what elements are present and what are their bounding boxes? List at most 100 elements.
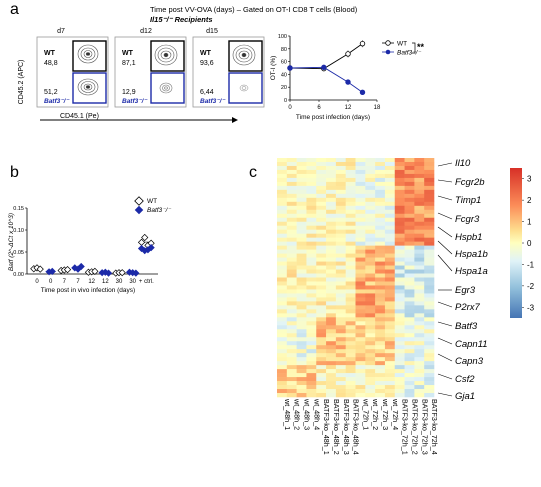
- legend-wt-marker: [385, 40, 391, 46]
- heatmap-cell: [286, 321, 297, 326]
- heatmap-cell: [414, 261, 425, 266]
- heatmap-cell: [414, 241, 425, 246]
- heatmap-cell: [384, 269, 396, 274]
- series-line: [289, 66, 363, 93]
- heatmap-cell: [286, 273, 297, 278]
- heatmap-cell: [394, 325, 405, 330]
- heatmap-cell: [355, 181, 366, 187]
- heatmap-cell: [424, 393, 435, 398]
- heatmap-cell: [345, 333, 356, 338]
- heatmap-cell: [404, 265, 415, 270]
- heatmap-cell: [316, 281, 327, 286]
- heatmap-cell: [316, 289, 327, 294]
- heatmap-cell: [296, 221, 307, 227]
- heatmap-cell: [286, 389, 297, 394]
- heatmap-cell: [335, 221, 346, 227]
- heatmap-cell: [326, 337, 337, 342]
- heatmap-cell: [316, 325, 327, 330]
- heatmap-cell: [404, 365, 415, 370]
- heatmap-cell: [404, 369, 415, 374]
- heatmap-cell: [306, 177, 317, 183]
- heatmap-cell: [355, 277, 366, 282]
- heatmap-cell: [306, 369, 317, 374]
- heatmap-cell: [365, 281, 376, 286]
- heatmap-cell: [277, 281, 288, 286]
- heatmap-cell: [296, 353, 307, 358]
- heatmap-cell: [365, 229, 376, 234]
- heatmap-cell: [414, 341, 425, 346]
- heatmap-cell: [414, 225, 425, 230]
- wt-gate: [150, 40, 185, 72]
- heatmap-cell: [424, 369, 435, 374]
- panel-b-label: b: [10, 164, 19, 181]
- heatmap-cell: [345, 337, 356, 342]
- heatmap-cell: [384, 389, 396, 394]
- heatmap-cell: [326, 313, 337, 318]
- heatmap-cell: [316, 201, 327, 207]
- heatmap-cell: [424, 365, 435, 370]
- heatmap-cell: [286, 229, 297, 234]
- heatmap-cell: [306, 353, 317, 358]
- heatmap-cell: [316, 333, 327, 338]
- heatmap-cell: [375, 261, 386, 266]
- heatmap-cell: [296, 209, 307, 215]
- gene-connector: [437, 301, 453, 308]
- heatmap-cell: [384, 177, 396, 183]
- heatmap-cell: [404, 381, 415, 386]
- heatmap-cell: [414, 373, 425, 378]
- heatmap-cell: [394, 193, 405, 199]
- heatmap-cell: [424, 341, 435, 346]
- heatmap-cell: [326, 297, 337, 302]
- heatmap-cell: [277, 289, 288, 294]
- heatmap-cell: [384, 237, 396, 242]
- heatmap-cell: [375, 361, 386, 366]
- heatmap-cell: [296, 277, 307, 282]
- heatmap-cell: [424, 261, 435, 266]
- heatmap-cell: [277, 381, 288, 386]
- significance-label: **: [417, 42, 425, 52]
- heatmap-cell: [335, 277, 346, 282]
- heatmap-cell: [414, 237, 425, 242]
- heatmap-cell: [355, 205, 366, 211]
- heatmap-cell: [404, 161, 415, 167]
- heatmap-cell: [316, 381, 327, 386]
- heatmap-cell: [296, 313, 307, 318]
- heatmap-cell: [345, 317, 356, 322]
- heatmap-cell: [394, 237, 405, 242]
- heatmap-cell: [316, 209, 327, 215]
- heatmap-cell: [306, 333, 317, 338]
- gene-label: Hspa1a: [455, 266, 488, 277]
- heatmap-cell: [424, 289, 435, 294]
- y-tick-label: 60: [281, 60, 287, 66]
- heatmap-cell: [394, 261, 405, 266]
- heatmap-cell: [306, 237, 317, 242]
- heatmap-cell: [414, 365, 425, 370]
- heatmap-cell: [286, 373, 297, 378]
- heatmap-cell: [404, 341, 415, 346]
- heatmap-cell: [286, 213, 297, 219]
- heatmap-cell: [384, 161, 396, 167]
- heatmap-cell: [316, 265, 327, 270]
- heatmap-cell: [414, 197, 425, 203]
- ko-gate: [72, 72, 107, 104]
- heatmap-cell: [404, 197, 415, 203]
- heatmap-cell: [277, 161, 288, 167]
- heatmap-cell: [384, 253, 396, 258]
- heatmap-cell: [384, 217, 396, 223]
- heatmap-cell: [404, 277, 415, 282]
- heatmap-cell: [355, 158, 366, 163]
- heatmap-cell: [277, 245, 288, 250]
- heatmap-cell: [414, 297, 425, 302]
- heatmap-cell: [296, 273, 307, 278]
- gene-label: Egr3: [455, 285, 476, 296]
- heatmap-cell: [345, 365, 356, 370]
- heatmap-cell: [277, 229, 288, 234]
- heatmap-cell: [335, 213, 346, 219]
- heatmap-cell: [375, 197, 386, 203]
- data-point: [147, 243, 155, 252]
- heatmap-cell: [355, 301, 366, 306]
- heatmap-cell: [326, 281, 337, 286]
- heatmap-cell: [316, 237, 327, 242]
- heatmap-cell: [384, 221, 396, 227]
- heatmap-cell: [375, 217, 386, 223]
